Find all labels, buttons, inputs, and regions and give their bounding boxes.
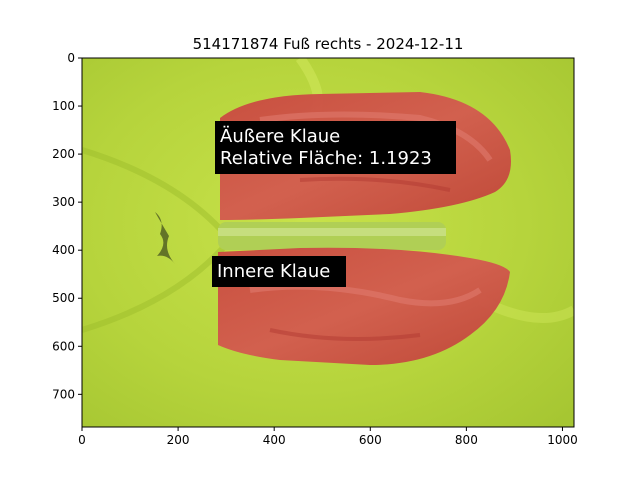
y-axis: 0 100 200 300 400 500 600 700 — [52, 51, 82, 401]
y-tick-label: 100 — [52, 99, 75, 113]
annotation-outer-claw: Äußere Klaue Relative Fläche: 1.1923 — [215, 121, 456, 174]
axes-frame — [81, 57, 575, 428]
annotation-outer-claw-line1: Äußere Klaue — [220, 126, 340, 147]
photo-image — [82, 58, 574, 427]
y-tick-label: 200 — [52, 147, 75, 161]
x-tick-label: 200 — [167, 433, 190, 447]
x-tick-label: 600 — [359, 433, 382, 447]
y-tick-label: 600 — [52, 339, 75, 353]
x-axis: 0 200 400 600 800 1000 — [78, 427, 578, 447]
x-tick-label: 0 — [78, 433, 86, 447]
figure-title: 514171874 Fuß rechts - 2024-12-11 — [193, 35, 464, 53]
annotation-outer-claw-line2: Relative Fläche: 1.1923 — [220, 148, 432, 169]
y-tick-label: 500 — [52, 291, 75, 305]
y-tick-label: 700 — [52, 387, 75, 401]
x-tick-label: 400 — [263, 433, 286, 447]
y-tick-label: 0 — [67, 51, 75, 65]
x-tick-label: 800 — [455, 433, 478, 447]
annotation-inner-claw: Innere Klaue — [212, 256, 346, 287]
y-tick-label: 300 — [52, 195, 75, 209]
annotation-inner-claw-line1: Innere Klaue — [217, 261, 330, 282]
y-tick-label: 400 — [52, 243, 75, 257]
x-tick-label: 1000 — [547, 433, 578, 447]
